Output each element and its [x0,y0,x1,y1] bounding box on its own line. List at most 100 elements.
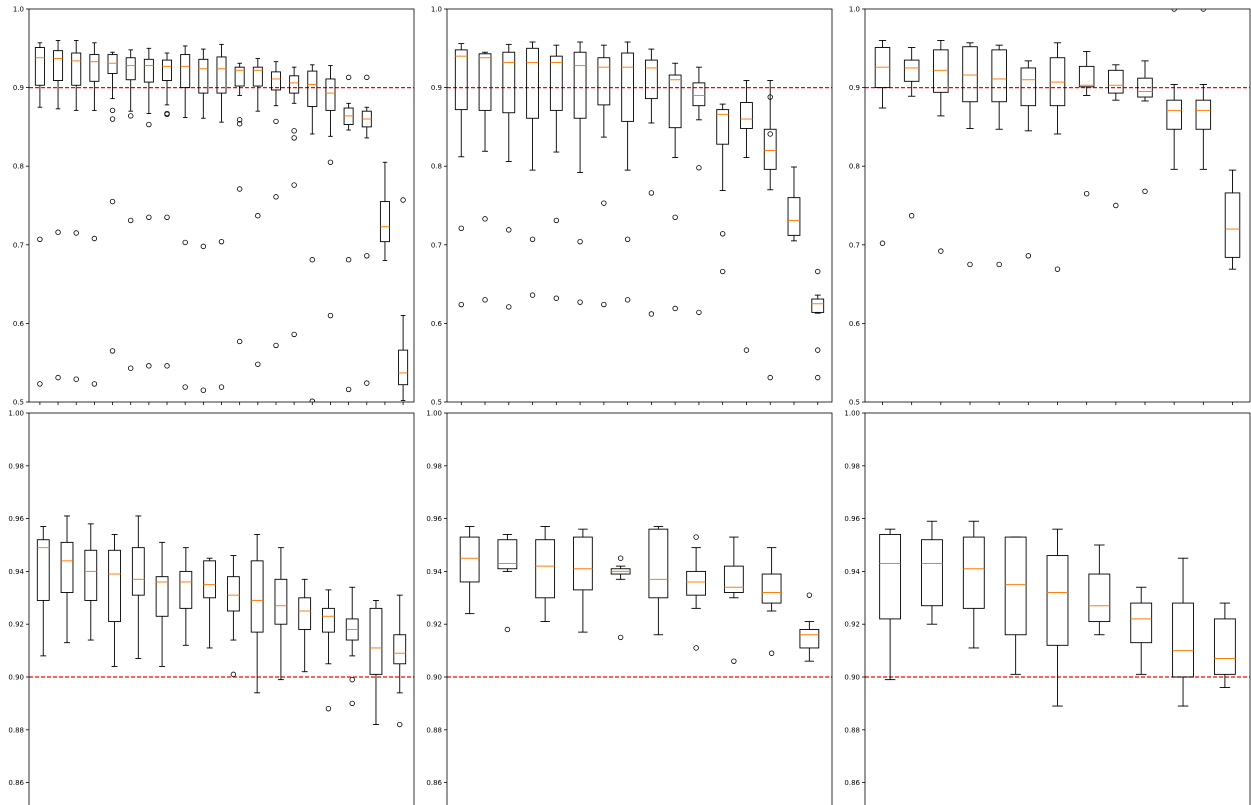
y-tick-label: 0.92 [426,621,442,629]
outlier-point [37,236,43,242]
box-1 [459,526,480,615]
box-21 [398,197,409,401]
outlier-point [182,384,188,390]
box-5 [991,44,1007,268]
box-16 [811,268,825,381]
outlier-point [601,301,607,308]
y-tick-label: 1.0 [13,6,24,14]
box-body [454,49,468,111]
outlier-point [230,671,237,678]
axes-frame [446,412,833,805]
outlier-point [879,240,886,246]
outlier-point [236,117,243,123]
outlier-point [696,165,702,171]
outlier-point [553,295,560,301]
box-body [307,70,318,107]
box-body [991,49,1007,103]
box-4 [962,42,978,268]
outlier-point [693,534,699,540]
box-6 [155,541,169,667]
box-11 [1166,9,1182,170]
outlier-point [91,235,98,242]
box-body [1172,602,1194,678]
outlier-point [291,128,297,134]
outlier-point [1171,9,1177,12]
outlier-point [767,131,773,137]
y-tick-label: 0.86 [8,779,24,787]
outlier-point [37,381,43,387]
y-tick-label: 0.7 [849,241,860,249]
box-body [787,197,801,236]
outlier-point [164,363,170,369]
outlier-point [506,304,512,310]
box-14 [345,586,359,707]
box-body [459,536,480,583]
y-tick-label: 0.94 [8,568,24,576]
outlier-point [325,705,332,712]
box-body [716,109,730,145]
box-body [692,82,706,107]
chart-panel-3: 0.5 0.6 0.7 0.8 0.9 1.0 [849,6,1251,407]
box-10 [198,48,209,393]
box-body [398,349,409,386]
box-body [179,570,193,609]
plot-area [865,9,1250,272]
outlier-point [806,592,813,598]
outlier-point [400,197,406,203]
box-body [325,78,336,111]
box-body [155,576,169,617]
outlier-point [236,338,243,345]
box-body [1088,573,1111,623]
box-body [799,629,820,649]
outlier-point [345,386,352,393]
box-3 [962,520,985,649]
outlier-point [719,231,726,237]
box-body [811,298,825,313]
outlier-point [255,213,261,219]
box-4 [572,528,593,633]
y-tick-label: 0.88 [8,726,24,734]
outlier-point [55,374,61,381]
box-4 [89,42,100,387]
box-body [535,539,556,599]
outlier-point [309,257,316,263]
y-tick-label: 0.8 [849,163,860,171]
box-body [322,607,335,633]
y-tick-label: 1.00 [844,410,860,418]
box-body [379,201,390,243]
y-tick-label: 0.98 [844,462,860,470]
box-7 [1049,42,1066,272]
box-body [1108,69,1124,94]
y-tick-label: 0.7 [431,241,442,249]
box-body [226,576,240,612]
outlier-point [182,239,188,246]
box-body [289,75,300,94]
outlier-point [345,257,352,263]
box-body [369,607,383,675]
y-tick-label: 0.92 [8,621,24,629]
y-tick-label: 0.96 [844,515,860,523]
outlier-point [327,312,334,319]
box-3 [84,523,98,641]
box-body [131,547,145,596]
outlier-point [273,118,279,125]
outlier-point [200,387,207,393]
box-2 [53,39,64,381]
box-body [36,539,50,601]
box-1 [36,526,50,657]
outlier-point [55,229,61,235]
outlier-point [146,363,152,369]
box-body [89,54,100,82]
plot-area [447,526,832,678]
box-body [1224,192,1241,258]
box-13 [322,589,335,712]
outlier-point [767,374,773,381]
outlier-point [601,200,607,206]
box-body [549,55,563,111]
box-5 [549,44,563,301]
box-6 [1088,544,1111,636]
box-20 [379,161,390,261]
box-17 [325,65,336,319]
box-body [180,54,191,89]
y-tick-label: 0.6 [431,320,443,328]
